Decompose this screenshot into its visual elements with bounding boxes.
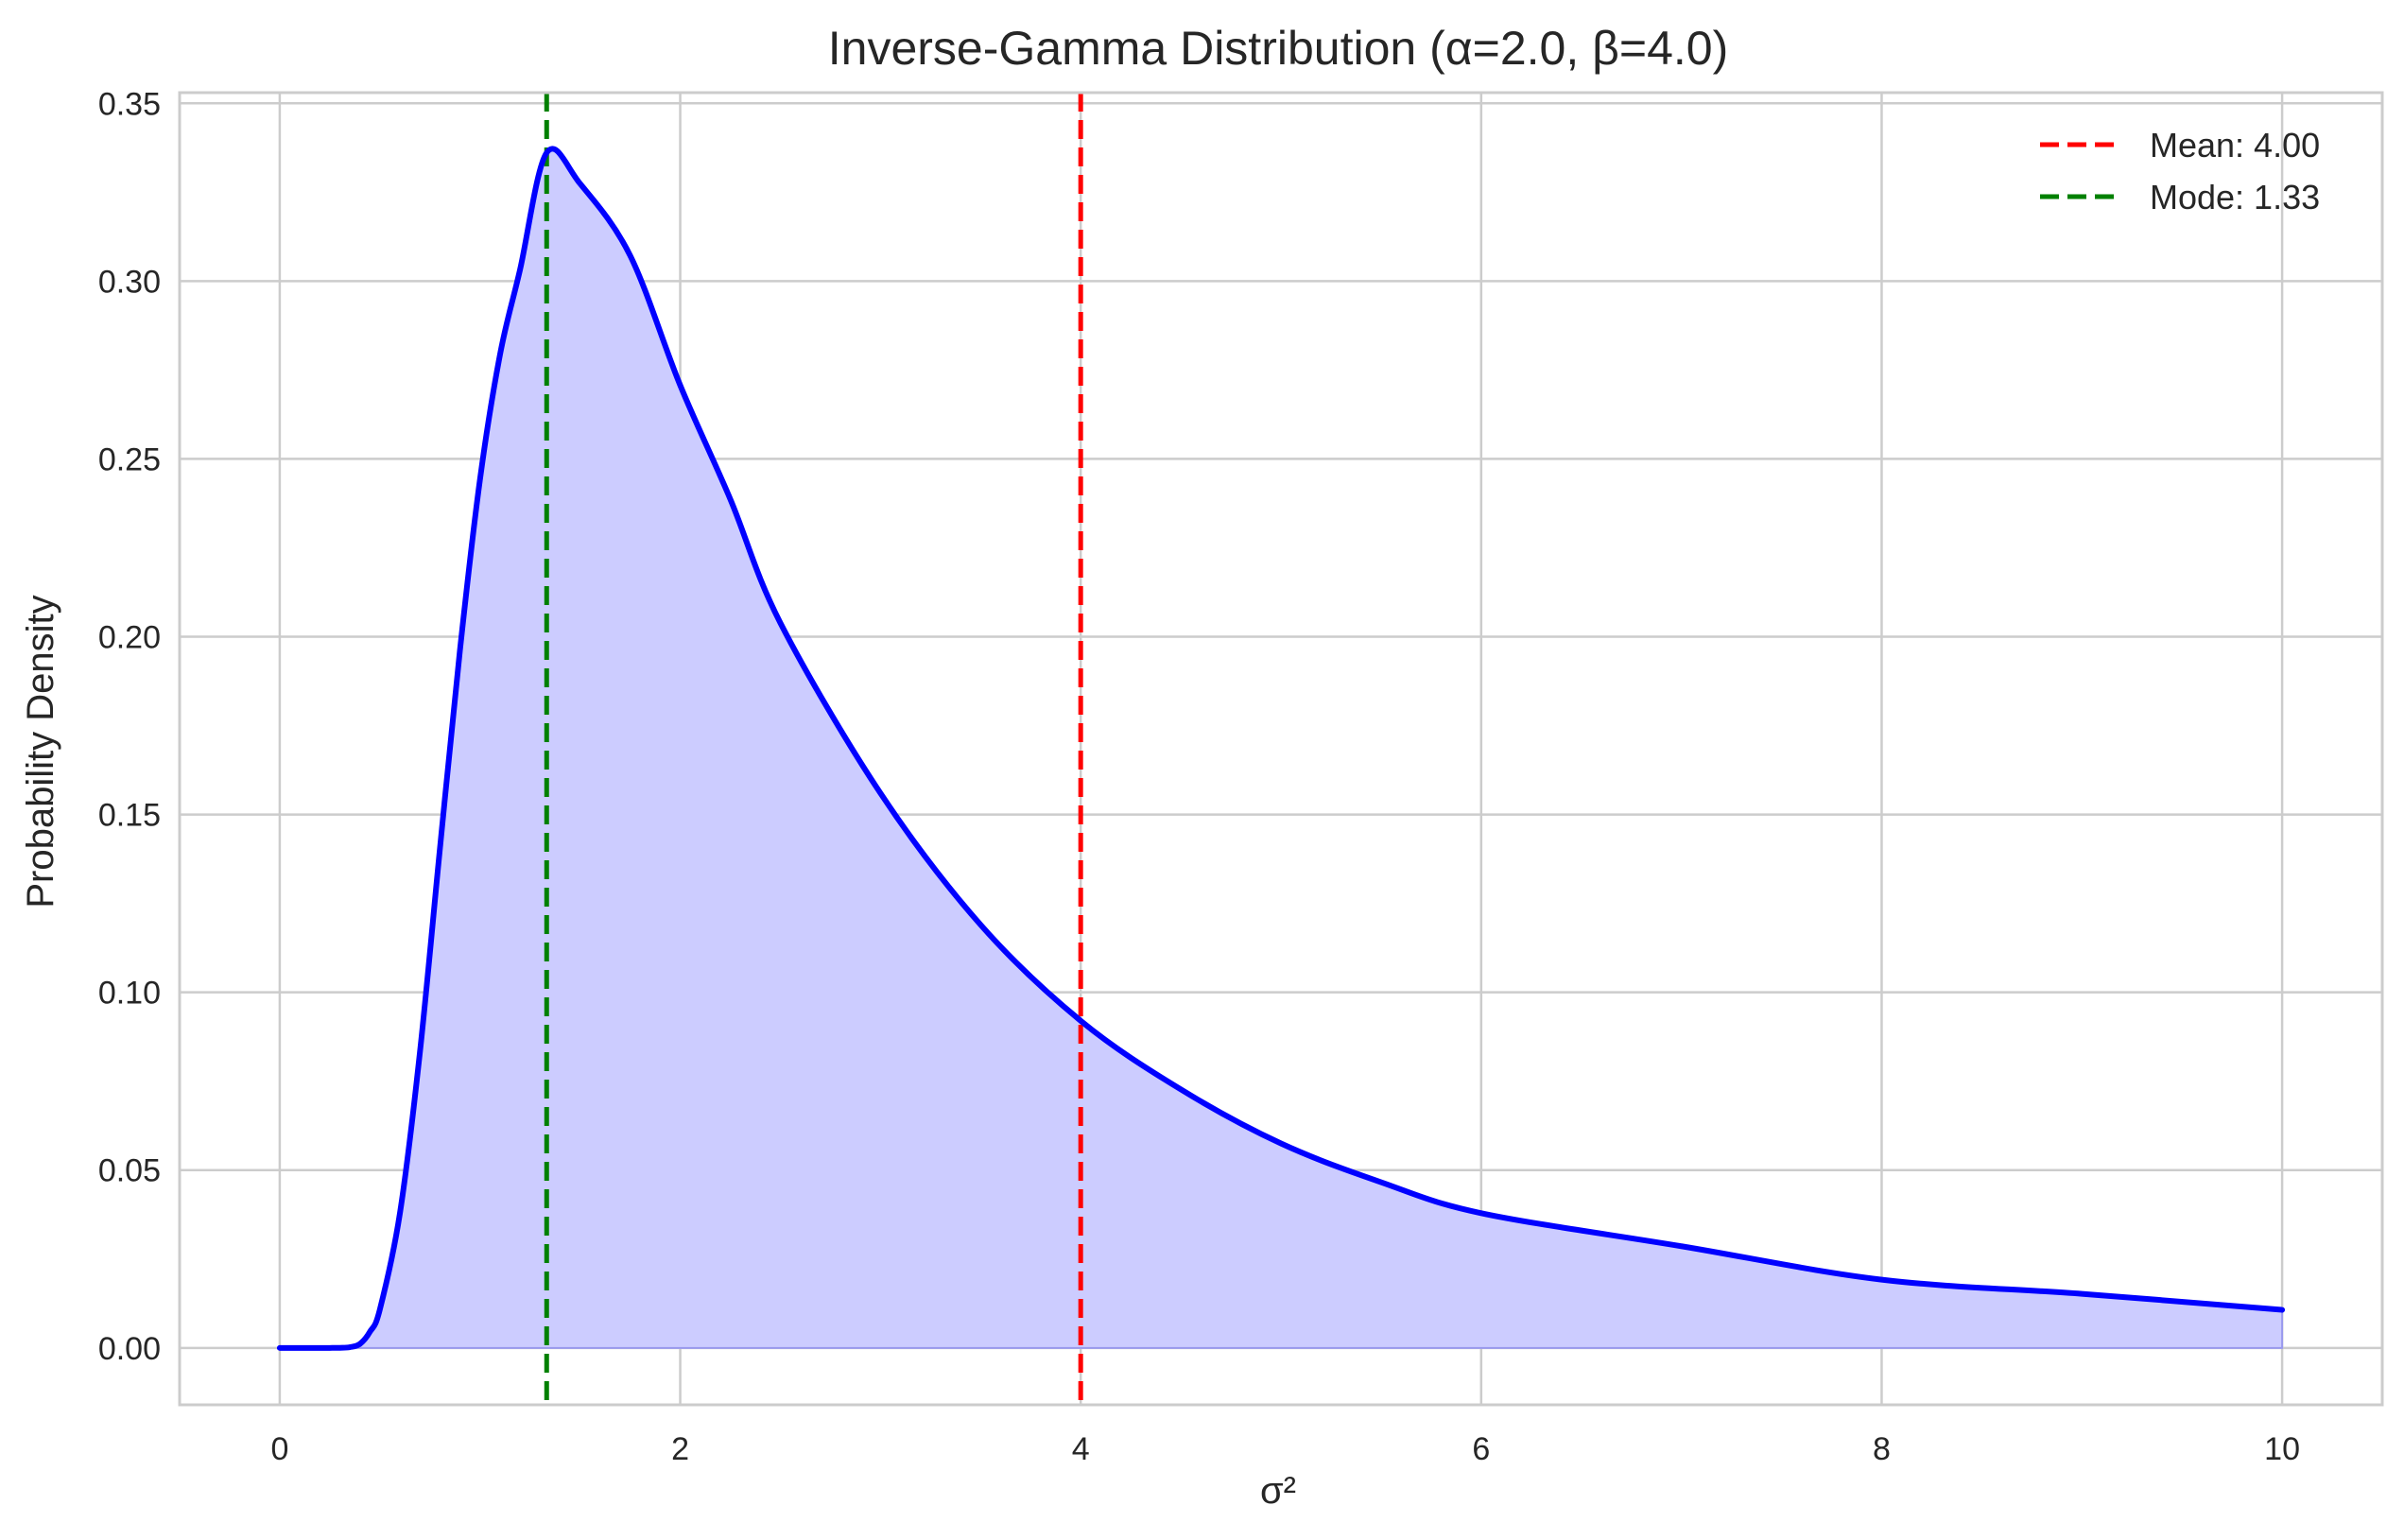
y-tick-label: 0.35 (98, 86, 161, 122)
legend-mean-label: Mean: 4.00 (2150, 126, 2320, 164)
x-tick-label: 2 (671, 1431, 689, 1467)
x-tick-labels: 0 2 4 6 8 10 (270, 1431, 2300, 1467)
x-tick-label: 10 (2264, 1431, 2300, 1467)
x-axis-title: σ² (1260, 1470, 1296, 1512)
plot-frame (178, 91, 2384, 1407)
y-tick-label: 0.25 (98, 441, 161, 477)
x-tick-label: 4 (1072, 1431, 1090, 1467)
y-axis-title: Probability Density (20, 595, 61, 908)
legend-mode-label: Mode: 1.33 (2150, 178, 2320, 216)
y-tick-label: 0.15 (98, 798, 161, 834)
y-tick-label: 0.10 (98, 976, 161, 1012)
pdf-line (276, 146, 2286, 1351)
legend: Mean: 4.00 Mode: 1.33 (2040, 126, 2320, 216)
y-tick-label: 0.20 (98, 620, 161, 656)
x-tick-label: 6 (1472, 1431, 1490, 1467)
x-tick-label: 8 (1873, 1431, 1891, 1467)
y-tick-label: 0.05 (98, 1153, 161, 1189)
series-lines (276, 146, 2286, 1351)
chart-title: Inverse-Gamma Distribution (α=2.0, β=4.0… (828, 22, 1728, 75)
y-tick-label: 0.30 (98, 264, 161, 300)
y-tick-label: 0.00 (98, 1331, 161, 1367)
x-tick-label: 0 (270, 1431, 288, 1467)
y-tick-labels: 0.00 0.05 0.10 0.15 0.20 0.25 0.30 0.35 (98, 86, 161, 1367)
